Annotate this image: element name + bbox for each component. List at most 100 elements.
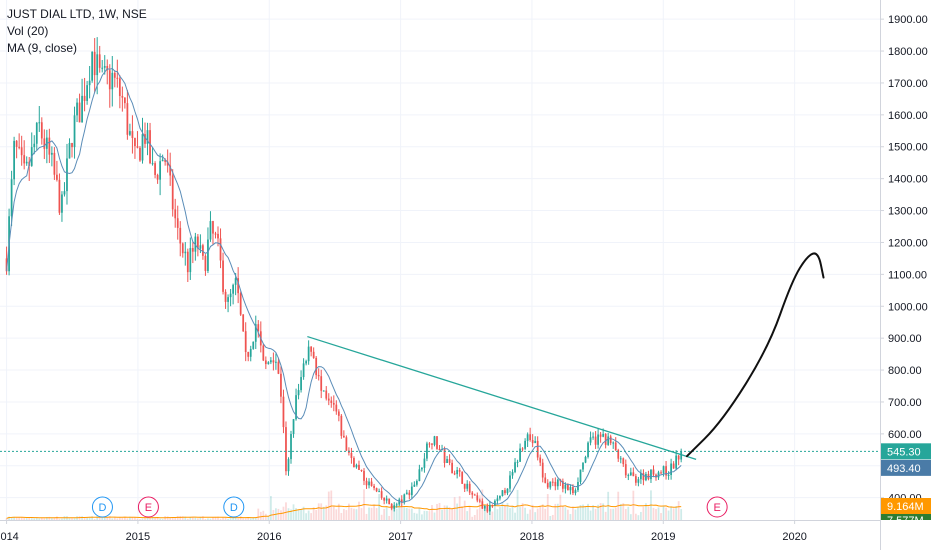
volume-bar xyxy=(501,501,504,520)
volume-bar xyxy=(249,518,252,520)
volume-bar xyxy=(121,517,124,520)
volume-bar xyxy=(534,512,537,520)
volume-bar xyxy=(35,517,38,520)
candle-body xyxy=(257,324,260,332)
candle-body xyxy=(385,498,388,501)
volume-bar xyxy=(118,517,121,520)
volume-bar xyxy=(509,508,511,520)
candle-body xyxy=(579,469,582,482)
candle xyxy=(438,445,441,451)
candle-body xyxy=(539,457,542,463)
volume-bar xyxy=(207,518,209,520)
volume-bar xyxy=(468,506,471,520)
candle xyxy=(239,291,242,316)
candle xyxy=(151,147,154,166)
volume-bar xyxy=(337,503,340,520)
candle xyxy=(282,389,285,434)
ma-indicator-label[interactable]: MA (9, close) xyxy=(7,41,78,55)
candle-body xyxy=(227,297,229,302)
candle-body xyxy=(25,161,28,164)
volume-bar xyxy=(393,507,396,520)
candle-body xyxy=(161,159,164,162)
volume-bar xyxy=(466,511,469,520)
candle-body xyxy=(212,221,214,234)
volume-bar xyxy=(43,518,46,520)
candle-body xyxy=(101,67,104,69)
volume-bar xyxy=(259,511,262,520)
candle xyxy=(614,437,617,451)
volume-bar xyxy=(156,517,159,520)
candle-body xyxy=(380,491,383,498)
volume-bar xyxy=(305,513,307,520)
candle xyxy=(667,471,670,480)
trendline-drawing[interactable] xyxy=(307,335,697,461)
candle xyxy=(481,498,484,509)
earnings-marker[interactable]: E xyxy=(706,496,728,518)
candle-body xyxy=(340,415,343,436)
candle-body xyxy=(390,503,393,509)
candle-body xyxy=(317,375,320,377)
candle-body xyxy=(285,427,287,472)
candle xyxy=(569,484,572,495)
candle-body xyxy=(451,462,453,474)
candle xyxy=(13,136,15,186)
candle xyxy=(101,59,104,73)
candle xyxy=(360,469,363,472)
candle xyxy=(161,154,164,162)
dividend-marker[interactable]: D xyxy=(223,496,245,518)
price-tick-label: 1100.00 xyxy=(888,269,927,281)
candle-body xyxy=(453,473,456,475)
candle-body xyxy=(481,501,484,509)
candle xyxy=(385,495,388,504)
candle xyxy=(320,369,323,399)
candle xyxy=(393,502,396,512)
candle xyxy=(574,488,577,496)
candle-body xyxy=(365,480,368,486)
candle-body xyxy=(189,248,192,273)
volume-bar xyxy=(45,517,48,520)
candle xyxy=(35,121,38,150)
volume-bar xyxy=(670,506,672,520)
volume-bar xyxy=(267,516,270,520)
candle-body xyxy=(322,390,325,392)
candle-body xyxy=(501,490,504,496)
projection-drawing[interactable] xyxy=(685,252,825,458)
candle-body xyxy=(561,481,564,489)
volume-bar xyxy=(264,513,267,520)
symbol-title[interactable]: JUST DIAL LTD, 1W, NSE xyxy=(7,7,147,21)
volume-bar xyxy=(665,507,667,520)
volume-bar xyxy=(627,506,630,520)
volume-bar xyxy=(217,516,219,520)
volume-bar xyxy=(237,518,240,520)
candle-body xyxy=(358,464,360,470)
volume-bar xyxy=(637,515,640,520)
candle-body xyxy=(400,499,403,503)
candle-body xyxy=(295,395,297,420)
candle xyxy=(556,478,559,490)
candle-body xyxy=(129,131,131,135)
candle xyxy=(514,458,516,474)
candle-body xyxy=(242,314,245,332)
volume-bar xyxy=(169,517,172,520)
candle-body xyxy=(146,130,149,144)
volume-bar xyxy=(499,507,501,520)
candle xyxy=(254,315,257,349)
candle xyxy=(131,115,134,154)
candle-body xyxy=(584,456,587,463)
candle xyxy=(599,431,602,443)
volume-bar xyxy=(640,511,642,520)
candle-body xyxy=(355,464,358,468)
candle-body xyxy=(660,472,662,474)
earnings-marker[interactable]: E xyxy=(137,496,159,518)
volume-bar xyxy=(292,504,295,520)
time-axis[interactable]: 2014 2015 2016 2017 2018 2019 2020 xyxy=(0,520,880,550)
candle xyxy=(317,368,320,381)
volume-indicator-label[interactable]: Vol (20) xyxy=(7,24,49,38)
volume-bar xyxy=(86,517,88,520)
candle xyxy=(400,495,403,507)
dividend-marker[interactable]: D xyxy=(91,496,113,518)
candle-body xyxy=(118,78,121,96)
volume-bar xyxy=(551,514,554,520)
